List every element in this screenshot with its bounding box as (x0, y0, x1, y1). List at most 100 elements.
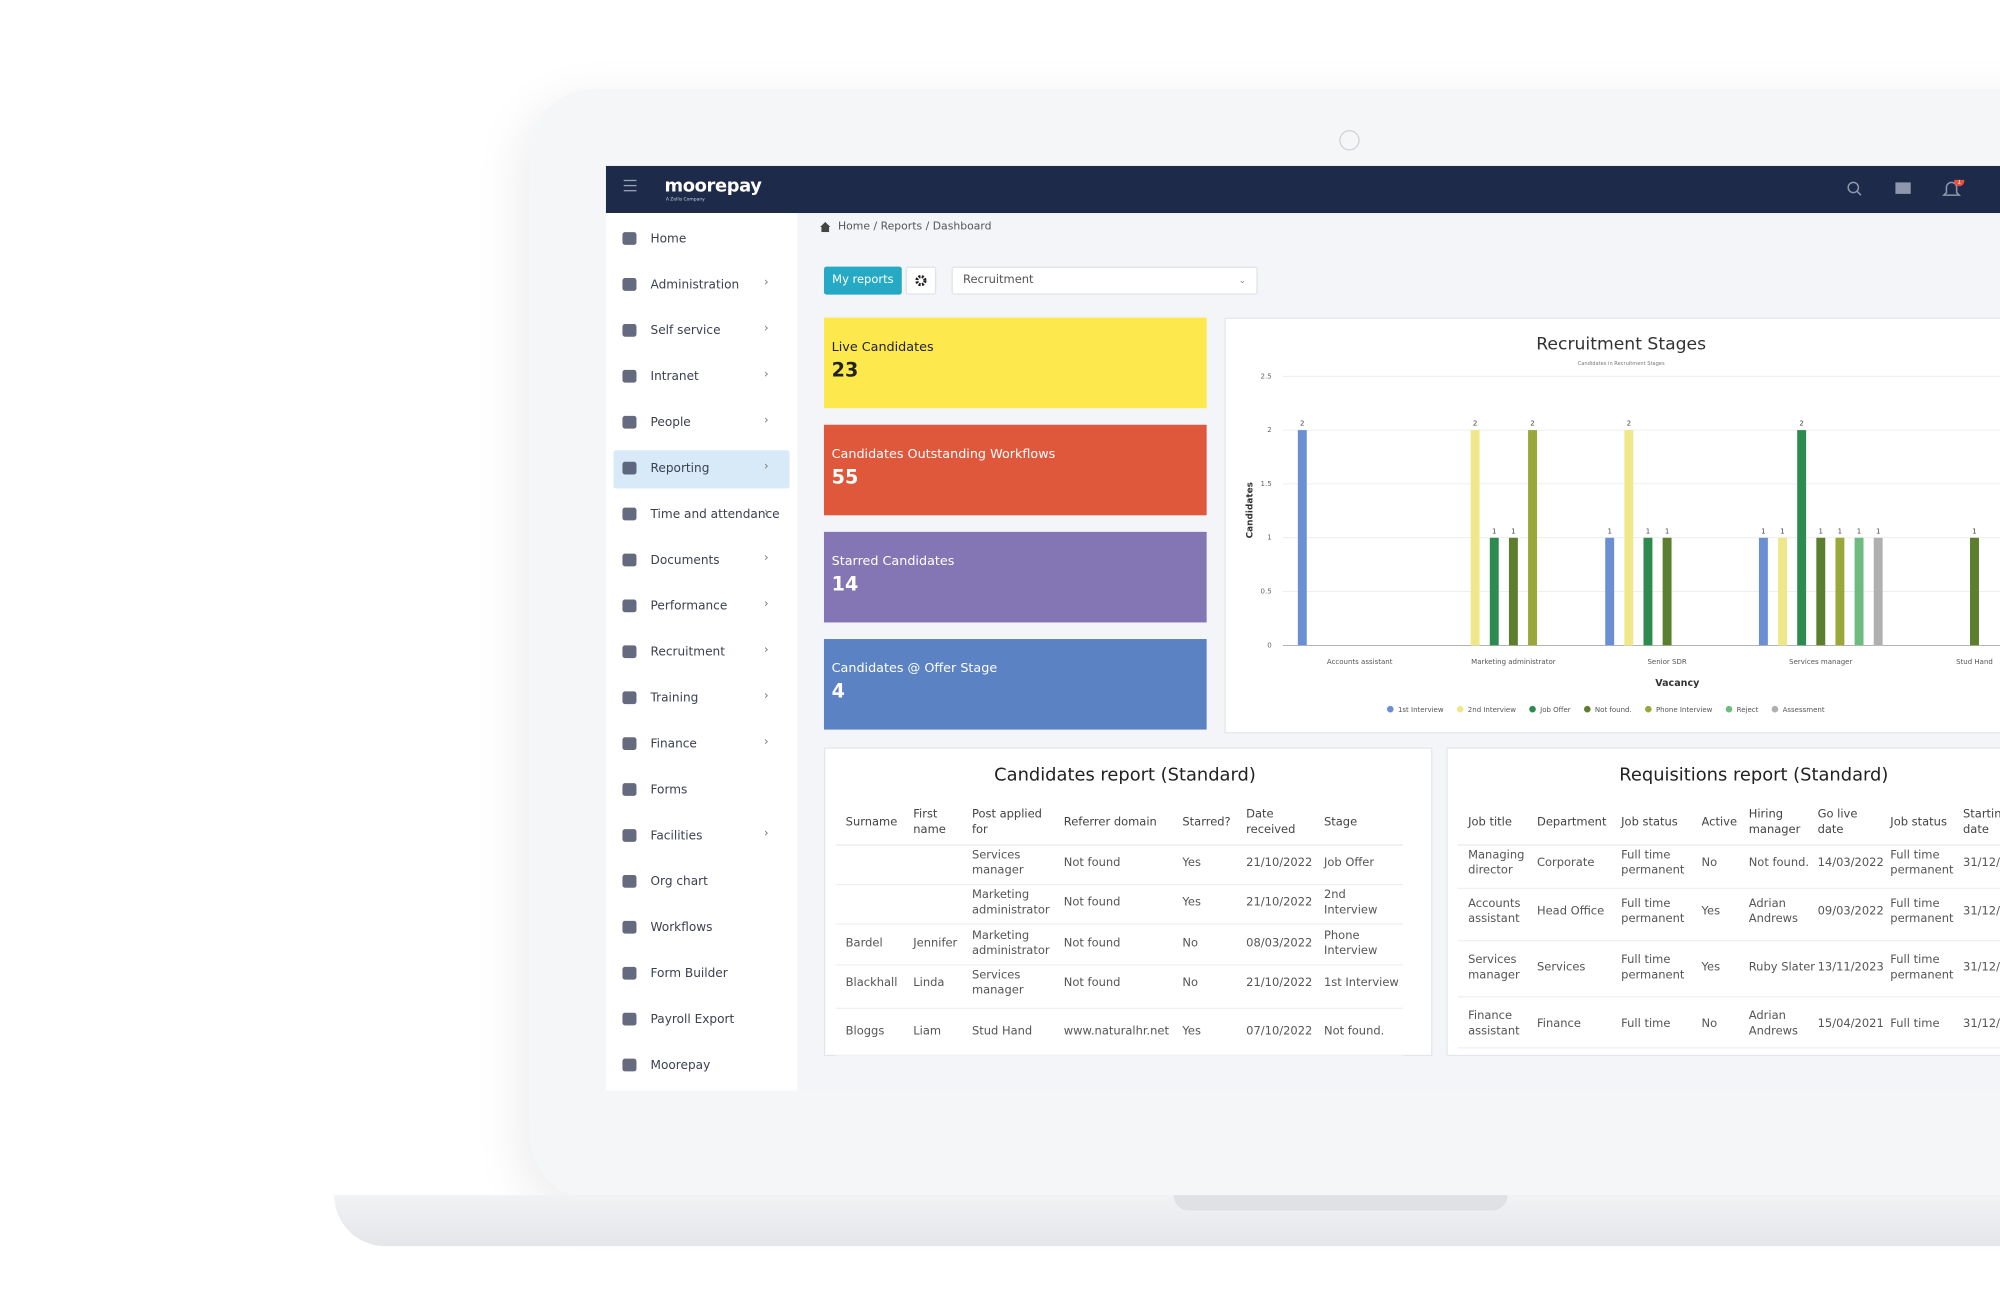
y-tick-label: 0.5 (1261, 587, 1272, 596)
nav-icon (622, 599, 637, 613)
nav-icon (622, 369, 637, 383)
nav-icon (622, 737, 637, 750)
kpi-label: Starred Candidates (831, 554, 955, 569)
mail-icon[interactable] (1895, 182, 1911, 194)
x-tick-label: Marketing administrator (1471, 657, 1556, 666)
nav-chevron: › (764, 276, 769, 290)
row-divider (835, 923, 1404, 925)
nav-icon (622, 783, 637, 796)
bar (1854, 537, 1864, 646)
table-cell: Job Offer (1323, 857, 1375, 870)
nav-item[interactable]: Performance › (614, 588, 790, 626)
bar (1489, 537, 1499, 646)
settings-button[interactable] (905, 266, 937, 295)
select-caret: ⌄ (1238, 275, 1247, 286)
nav-chevron: › (764, 460, 769, 474)
legend-label: 1st Interview (1398, 705, 1444, 714)
nav-item[interactable]: Home (614, 221, 790, 259)
bar (1970, 537, 1979, 646)
table-cell: Services manager (971, 849, 1024, 878)
legend-marker (1644, 705, 1652, 713)
bar-label: 1 (1780, 526, 1784, 535)
nav-item[interactable]: Form Builder (614, 955, 790, 993)
y-axis-label: Candidates (1245, 482, 1255, 538)
bar-label: 1 (1876, 526, 1880, 535)
table-cell: 21/10/2022 (1246, 857, 1313, 870)
column-header: Post applied for (971, 808, 1042, 837)
chart-panel: Recruitment Stages Candidates in Recruit… (1224, 317, 2000, 734)
bar-label: 1 (1665, 526, 1669, 535)
table-cell: Liam (913, 1025, 942, 1039)
nav-item[interactable]: People › (614, 404, 790, 442)
nav-item[interactable]: Reporting › (613, 450, 790, 489)
table-cell: Not found (1063, 857, 1121, 870)
bell-icon[interactable] (1942, 181, 1962, 196)
nav-chevron: › (764, 506, 769, 520)
nav-item[interactable]: Intranet › (614, 358, 790, 396)
bar (1778, 537, 1787, 646)
nav-item[interactable]: Payroll Export (614, 1001, 790, 1039)
nav-item[interactable]: Moorepay (614, 1047, 790, 1085)
nav-item[interactable]: Recruitment › (614, 634, 790, 672)
menu-icon[interactable] (623, 179, 637, 192)
badge (1954, 179, 1965, 187)
x-tick-label: Accounts assistant (1327, 657, 1393, 666)
table-cell: 09/03/2022 (1817, 905, 1884, 919)
nav-item[interactable]: Forms (614, 772, 790, 810)
bar-label: 1 (1857, 526, 1861, 535)
column-header: Department (1536, 816, 1607, 830)
report-select[interactable]: Recruitment ⌄ (951, 266, 1258, 295)
column-header: Job title (1468, 816, 1512, 830)
nav-chevron: › (764, 598, 769, 611)
table-cell: 13/11/2023 (1817, 961, 1884, 975)
table-cell: Blackhall (845, 977, 898, 990)
kpi-value: 23 (831, 358, 859, 382)
nav-chevron: › (764, 690, 769, 703)
logo-tagline: A Zellis Company (665, 196, 705, 202)
bar-label: 2 (1799, 419, 1803, 428)
nav-icon (622, 1012, 637, 1026)
nav-label: Recruitment (650, 645, 725, 660)
nav-item[interactable]: Training › (614, 680, 790, 718)
table-cell: Yes (1182, 1025, 1201, 1039)
table-cell: Full time permanent (1621, 897, 1685, 927)
table-header-bg (1457, 801, 2000, 846)
bar (1624, 430, 1634, 646)
nav-item[interactable]: Org chart (614, 864, 790, 902)
nav-label: Intranet (650, 369, 699, 384)
column-header: Referrer domain (1063, 816, 1157, 830)
search-icon[interactable] (1847, 181, 1860, 194)
table-cell: Bardel (845, 937, 883, 951)
nav-label: Performance (650, 599, 728, 614)
nav-item[interactable]: Time and attendance › (614, 496, 790, 534)
legend-marker (1386, 705, 1394, 713)
table-cell: Services (1536, 961, 1586, 975)
nav-item[interactable]: Finance › (614, 726, 790, 764)
table-cell: Marketing administrator (971, 929, 1050, 958)
bar-label: 1 (1607, 526, 1611, 535)
legend-marker (1456, 705, 1464, 713)
nav-label: Reporting (650, 461, 710, 476)
table-cell: Stud Hand (971, 1025, 1033, 1039)
nav-label: Time and attendance (650, 507, 780, 522)
table-cell: Corporate (1536, 857, 1595, 870)
logo[interactable]: moorepay (664, 176, 762, 197)
nav-icon (622, 966, 637, 980)
nav-item[interactable]: Self service › (614, 312, 790, 350)
nav-item[interactable]: Documents › (614, 542, 790, 580)
bar-label: 2 (1300, 419, 1304, 428)
nav-item[interactable]: Facilities › (614, 818, 790, 856)
nav-item[interactable]: Workflows (614, 909, 790, 947)
bar (1835, 537, 1845, 646)
report-panel (1446, 747, 2000, 1057)
legend-label: Assessment (1783, 705, 1825, 714)
table-cell: No (1182, 937, 1199, 951)
nav-item[interactable]: Administration › (614, 267, 790, 305)
nav-chevron: › (764, 552, 769, 566)
my-reports-button[interactable]: My reports (823, 266, 902, 295)
nav-label: Org chart (650, 874, 708, 890)
kpi-card: Candidates @ Offer Stage 4 (823, 639, 1207, 730)
table-cell: Full time permanent (1621, 954, 1685, 983)
nav-icon (622, 323, 637, 337)
